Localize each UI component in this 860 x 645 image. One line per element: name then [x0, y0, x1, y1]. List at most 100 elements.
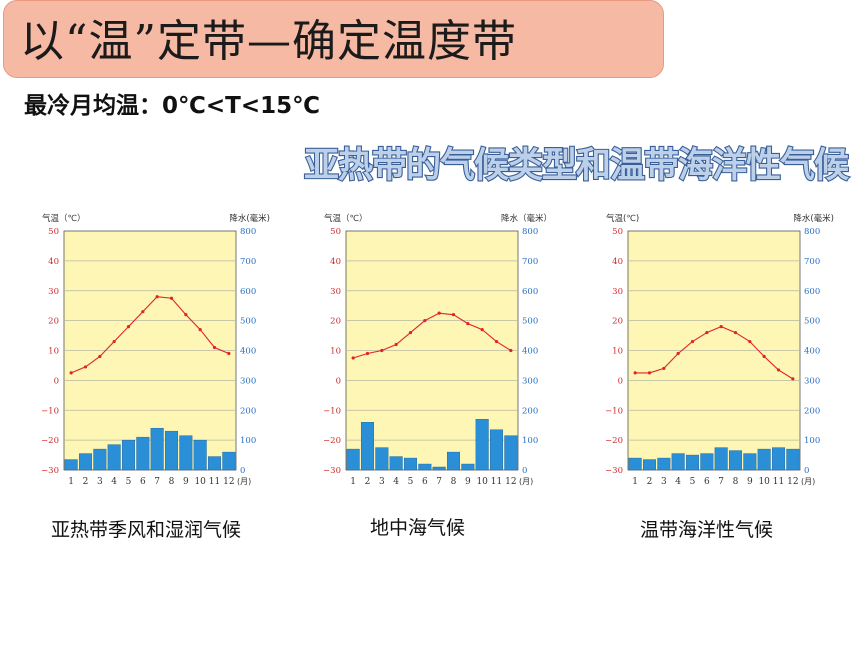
temp-point — [394, 342, 398, 347]
temp-tick-label: 30 — [330, 287, 341, 297]
temp-tick-label: 40 — [330, 257, 341, 267]
temp-tick-label: −20 — [323, 436, 341, 446]
slide-title: 以“温”定带—确定温度带 — [20, 16, 517, 67]
precip-bar — [64, 459, 78, 471]
precip-tick-label: 400 — [522, 347, 538, 357]
temp-point — [437, 311, 441, 315]
temp-point — [212, 345, 217, 350]
month-tick-label: 10 — [194, 477, 206, 487]
climate-chart-temperate-oceanic: 50403020100−10−20−3080070060050040030020… — [605, 213, 834, 487]
month-tick-label: 9 — [465, 477, 471, 487]
temp-point — [184, 313, 188, 317]
precip-tick-label: 500 — [804, 317, 820, 327]
precip-bar — [786, 448, 800, 471]
month-tick-label: 5 — [126, 477, 132, 487]
precip-bar — [222, 451, 236, 471]
temp-tick-label: 50 — [330, 227, 341, 237]
precip-tick-label: 400 — [804, 347, 820, 357]
month-tick-label: 6 — [422, 477, 428, 487]
month-tick-label: 1 — [68, 477, 74, 487]
temp-point — [351, 356, 355, 360]
precip-bar — [685, 454, 700, 471]
temp-line — [635, 326, 794, 380]
temp-tick-label: −20 — [41, 436, 59, 446]
temp-point — [126, 325, 131, 329]
temp-tick-label: 0 — [336, 376, 341, 386]
precip-bar — [150, 427, 164, 471]
precip-bar — [403, 457, 418, 471]
temp-point — [705, 330, 709, 335]
temp-point — [633, 371, 637, 375]
temp-tick-label: 20 — [330, 317, 341, 327]
title-box: 以“温”定带—确定温度带 — [3, 0, 664, 78]
precip-bar — [193, 439, 207, 471]
temp-point — [733, 330, 738, 335]
month-tick-label: 4 — [675, 477, 681, 487]
temp-point — [198, 327, 202, 332]
precip-bar — [728, 450, 743, 471]
month-tick-label: 9 — [747, 477, 753, 487]
temp-line — [70, 296, 230, 374]
month-tick-label: 8 — [169, 477, 175, 487]
climate-chart-subtropical-monsoon: 50403020100−10−20−3080070060050040030020… — [41, 213, 270, 487]
x-unit-label: (月) — [237, 477, 251, 486]
precip-bar — [164, 430, 179, 471]
month-tick-label: 11 — [209, 477, 220, 487]
temp-point — [690, 339, 695, 344]
precip-bar — [489, 429, 504, 471]
temp-tick-label: −10 — [605, 406, 623, 416]
precip-bar — [700, 453, 714, 471]
temp-point — [647, 371, 652, 375]
precip-bar — [628, 457, 642, 471]
precip-tick-label: 500 — [522, 317, 538, 327]
temp-tick-label: −30 — [41, 466, 59, 476]
precip-bar — [446, 451, 461, 471]
precip-bar — [121, 439, 136, 471]
x-unit-label: (月) — [801, 477, 815, 486]
temp-tick-label: 50 — [612, 227, 623, 237]
temp-tick-label: 0 — [618, 376, 623, 386]
banner-text: 亚热带的气候类型和温带海洋性气候 — [304, 146, 849, 186]
precip-tick-label: 300 — [240, 376, 256, 386]
month-tick-label: 8 — [451, 477, 457, 487]
month-tick-label: 3 — [661, 477, 667, 487]
temp-tick-label: 30 — [612, 287, 623, 297]
precip-tick-label: 800 — [240, 227, 256, 237]
month-tick-label: 1 — [632, 477, 638, 487]
precip-tick-label: 100 — [522, 436, 538, 446]
temp-tick-label: 10 — [48, 347, 59, 357]
month-tick-label: 9 — [183, 477, 189, 487]
precip-bar — [179, 435, 193, 471]
temp-point — [112, 339, 116, 344]
precip-tick-label: 0 — [522, 466, 527, 476]
temp-tick-label: 20 — [48, 317, 59, 327]
precip-bar — [657, 457, 671, 471]
precip-bar — [107, 444, 121, 471]
temp-point — [169, 296, 174, 300]
temp-point — [365, 351, 370, 356]
temp-tick-label: 50 — [48, 227, 59, 237]
month-tick-label: 10 — [758, 477, 770, 487]
precip-bar — [504, 435, 518, 471]
precip-tick-label: 0 — [240, 466, 245, 476]
precip-tick-label: 500 — [240, 317, 256, 327]
temp-point — [480, 327, 484, 332]
temp-tick-label: 30 — [48, 287, 59, 297]
precip-tick-label: 700 — [522, 257, 538, 267]
banner-title: 亚热带的气候类型和温带海洋性气候 — [303, 145, 851, 187]
temp-point — [69, 371, 73, 375]
month-tick-label: 5 — [690, 477, 696, 487]
month-tick-label: 8 — [733, 477, 739, 487]
precip-bar — [461, 463, 475, 471]
temp-axis-label: 气温（℃） — [42, 213, 86, 224]
precip-bar — [475, 419, 489, 471]
precip-tick-label: 300 — [804, 376, 820, 386]
month-tick-label: 12 — [787, 477, 798, 487]
temp-point — [155, 295, 159, 299]
temp-tick-label: −10 — [323, 406, 341, 416]
precip-tick-label: 200 — [522, 406, 538, 416]
temp-point — [466, 322, 470, 326]
temp-tick-label: −30 — [605, 466, 623, 476]
temp-point — [380, 348, 384, 353]
temp-point — [676, 351, 680, 356]
